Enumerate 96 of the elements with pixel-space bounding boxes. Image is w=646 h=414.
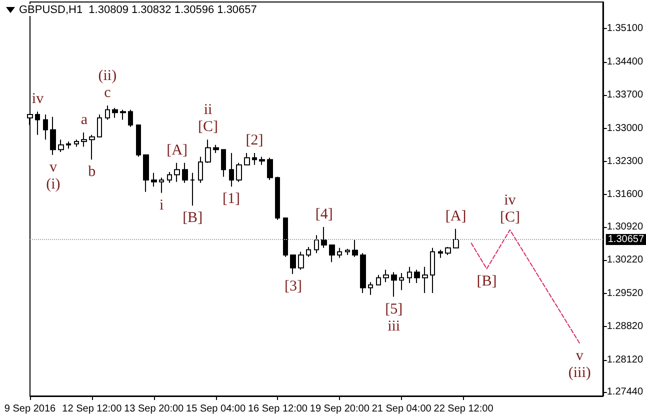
y-tick-label: 1.33000 [606, 122, 644, 134]
candlestick [182, 162, 188, 184]
text: [3] [284, 278, 302, 294]
candlestick [298, 251, 304, 270]
candlestick [167, 171, 172, 184]
text: [1] [222, 191, 240, 208]
candlestick [198, 156, 203, 184]
text: iv [32, 91, 44, 108]
candlestick [229, 152, 234, 188]
candlestick [383, 269, 389, 283]
candlestick [105, 104, 110, 120]
candlestick [205, 139, 211, 164]
candlestick [329, 244, 335, 263]
candlestick [252, 152, 257, 166]
candlestick [97, 114, 102, 138]
candlestick [50, 116, 56, 156]
text: [4] [315, 206, 333, 223]
candlestick [58, 139, 64, 153]
candlestick [407, 266, 412, 284]
candlestick [321, 226, 327, 248]
text: b [88, 164, 96, 180]
candlestick [290, 254, 296, 274]
candlestick [352, 239, 358, 258]
text: [A] [445, 208, 466, 224]
y-tick-label: 1.27440 [606, 386, 644, 398]
candlestick [66, 141, 71, 150]
data-label: iv [C] [500, 192, 520, 226]
candlestick [190, 172, 195, 206]
text: a [80, 112, 88, 128]
candlestick [244, 152, 250, 166]
candlestick [35, 111, 40, 136]
candlestick [275, 176, 280, 220]
candlestick [221, 149, 226, 178]
ref-line-label: 1.30657 [608, 234, 644, 245]
x-tick-label: 12 Sep 12:00 [62, 404, 122, 414]
x-tick-label: 9 Sep 2016 [4, 404, 56, 414]
data-label: v (iii) [568, 348, 591, 381]
y-tick-label: 1.28820 [606, 321, 644, 332]
text: [2] [246, 132, 264, 148]
y-tick-label: 1.34400 [606, 56, 644, 68]
text: ii [C] [198, 102, 218, 136]
candlestick [414, 269, 420, 284]
x-tick-label: 13 Sep 20:00 [124, 404, 184, 414]
x-tick-label: 22 Sep 12:00 [434, 404, 494, 414]
y-tick-label: 1.32300 [606, 156, 644, 167]
y-tick-label: 1.30920 [606, 222, 644, 233]
candlestick [128, 109, 133, 128]
text: [5] iii [385, 301, 403, 334]
text: v (i) [46, 159, 60, 192]
candlestick [213, 144, 219, 154]
candlestick [306, 246, 311, 258]
line-series [470, 229, 580, 344]
candlestick [422, 266, 428, 294]
data-label: [B] [476, 273, 497, 290]
candlestick [174, 162, 180, 182]
y-tick-label: 1.28120 [606, 354, 644, 366]
text: (ii) c [98, 68, 117, 101]
candlestick [236, 162, 242, 182]
candlestick [360, 252, 366, 294]
candlestick [445, 246, 451, 256]
x-tick-label: 15 Sep 04:00 [186, 404, 246, 414]
candlestick [391, 272, 397, 298]
candlestick [283, 217, 288, 258]
candlestick [81, 132, 87, 148]
x-tick-label: 21 Sep 04:00 [372, 404, 432, 414]
candlestick [345, 248, 350, 256]
candlestick [438, 249, 443, 258]
candlestick [74, 139, 79, 148]
candlestick [136, 124, 141, 158]
candlestick [376, 274, 381, 286]
candlestick [143, 154, 149, 192]
candlestick [159, 177, 164, 194]
candlestick [120, 109, 126, 120]
candlestick [337, 247, 342, 258]
candlestick [430, 247, 435, 294]
candlestick [399, 272, 404, 291]
candlestick [89, 134, 95, 160]
candlestick [267, 157, 273, 181]
x-tick-label: 19 Sep 20:00 [310, 404, 370, 414]
x-tick-label: 16 Sep 12:00 [248, 404, 308, 414]
candlestick [43, 114, 48, 140]
candlestick [112, 107, 118, 118]
y-tick-label: 1.35100 [606, 23, 644, 34]
candlestick [453, 228, 459, 248]
y-tick-label: 1.33700 [606, 90, 644, 101]
candlestick [368, 282, 373, 296]
chart-title: GBPUSD,H1 1.30809 1.30832 1.30596 1.30657 [19, 4, 257, 16]
y-tick-label: 1.29520 [606, 288, 644, 299]
candlestick [314, 234, 319, 254]
y-tick-label: 1.31600 [606, 189, 644, 200]
candlestick [151, 172, 157, 188]
y-tick-label: 1.30220 [606, 254, 644, 266]
candlestick [259, 156, 265, 166]
text: [B] [182, 210, 203, 226]
text: i [160, 197, 164, 214]
text: [A] [166, 142, 188, 158]
